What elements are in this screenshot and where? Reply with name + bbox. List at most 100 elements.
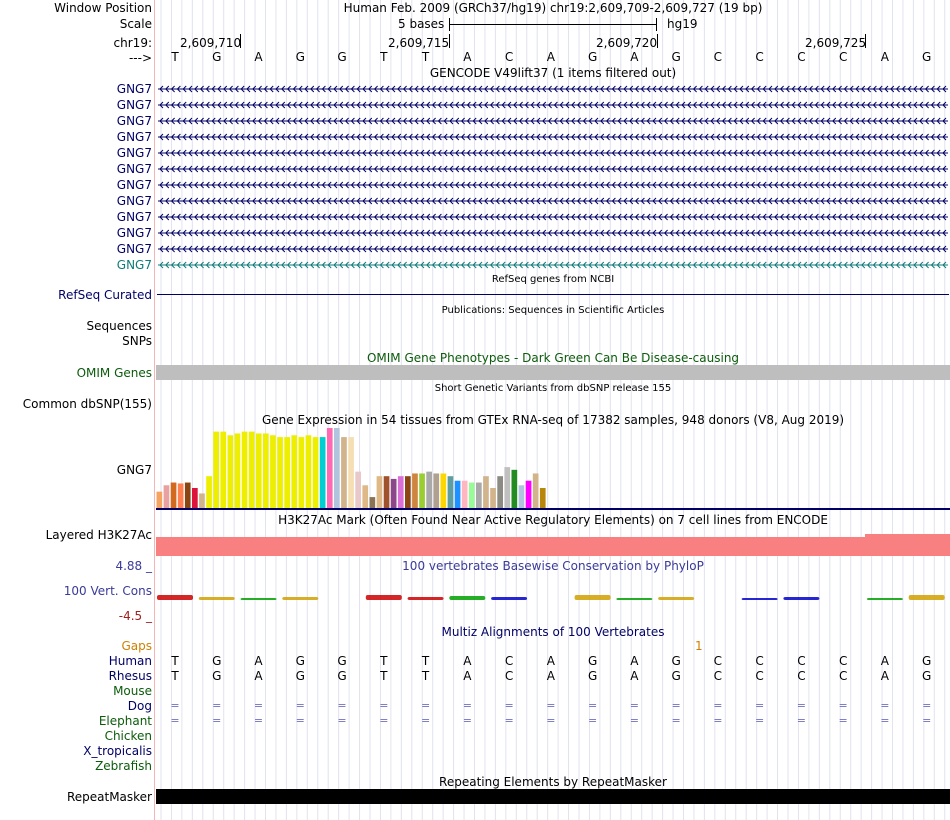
repeatmasker-label[interactable]: RepeatMasker [66,790,152,804]
repeatmasker-element[interactable] [156,789,950,804]
omim-gene-bar[interactable] [156,365,950,380]
strand-arrow [808,101,813,109]
strand-arrow [594,229,599,237]
strand-arrow [524,117,529,125]
publications-sequences-label[interactable]: Sequences [86,319,152,333]
strand-arrow [901,229,906,237]
phylop-logo[interactable] [156,580,950,620]
strand-arrow [623,85,628,93]
gtex-gene-label[interactable]: GNG7 [116,463,152,477]
phylop-label[interactable]: 100 Vert. Cons [63,584,152,598]
gencode-gene-label[interactable]: GNG7 [116,162,152,176]
alignment-match: = [295,699,305,712]
publications-snps-label[interactable]: SNPs [122,334,152,348]
multiz-species-label[interactable]: Chicken [104,729,152,743]
strand-arrow [600,133,605,141]
strand-arrow [895,181,900,189]
multiz-species-label[interactable]: Elephant [98,714,152,728]
multiz-species-label[interactable]: Zebrafish [95,759,152,773]
omim-label[interactable]: OMIM Genes [76,366,152,380]
gencode-transcript[interactable] [158,260,948,270]
strand-arrow [913,149,918,157]
multiz-species-label[interactable]: Dog [127,699,152,713]
refseq-gene-line[interactable] [157,294,949,295]
strand-arrow [745,149,750,157]
strand-arrow [762,133,767,141]
refseq-label[interactable]: RefSeq Curated [58,288,152,302]
gencode-transcript[interactable] [158,164,948,174]
gencode-transcript[interactable] [158,180,948,190]
multiz-species-label[interactable]: Mouse [113,684,152,698]
strand-arrow [878,261,883,269]
strand-arrow [478,181,483,189]
alignment-match: = [796,714,806,727]
gencode-transcript[interactable] [158,196,948,206]
gencode-transcript[interactable] [158,116,948,126]
gencode-transcript[interactable] [158,244,948,254]
strand-arrow [919,149,924,157]
gencode-transcript[interactable] [158,84,948,94]
multiz-species-label[interactable]: X_tropicalis [83,744,152,758]
multiz-gaps-label[interactable]: Gaps [121,639,152,653]
strand-arrow [768,133,773,141]
gencode-transcript[interactable] [158,100,948,110]
strand-arrow [803,101,808,109]
gencode-gene-label[interactable]: GNG7 [116,130,152,144]
dbsnp-label[interactable]: Common dbSNP(155) [22,397,152,411]
strand-arrow [495,245,500,253]
alignment-match: = [587,714,598,727]
gtex-bar-chart[interactable] [156,428,950,510]
strand-arrow [547,101,552,109]
strand-arrow [582,117,587,125]
strand-arrow [252,261,257,269]
strand-arrow [292,165,297,173]
h3k27ac-signal-peak[interactable] [865,534,950,537]
strand-arrow [536,197,541,205]
strand-arrow [252,133,257,141]
gencode-gene-label[interactable]: GNG7 [116,226,152,240]
strand-arrow [333,101,338,109]
strand-arrow [779,181,784,189]
strand-arrow [344,261,349,269]
strand-arrow [484,117,489,125]
alignment-base: G [922,654,932,668]
strand-arrow [704,245,709,253]
strand-arrow [623,117,628,125]
strand-arrow [489,101,494,109]
h3k27ac-signal[interactable] [156,537,950,556]
h3k27ac-label[interactable]: Layered H3K27Ac [45,528,152,542]
gtex-tissue-bar [539,488,546,508]
gencode-transcript[interactable] [158,148,948,158]
strand-arrow [530,261,535,269]
strand-arrow [803,149,808,157]
strand-arrow [901,181,906,189]
gencode-gene-label[interactable]: GNG7 [116,258,152,272]
gencode-transcript[interactable] [158,212,948,222]
gencode-transcript[interactable] [158,132,948,142]
strand-arrow [385,229,390,237]
strand-arrow [310,85,315,93]
strand-arrow [623,229,628,237]
gencode-gene-label[interactable]: GNG7 [116,242,152,256]
strand-arrow [814,133,819,141]
multiz-species-label[interactable]: Human [108,654,152,668]
strand-arrow [594,181,599,189]
gencode-gene-label[interactable]: GNG7 [116,98,152,112]
multiz-species-label[interactable]: Rhesus [108,669,152,683]
strand-arrow [275,101,280,109]
phylop-base-mark [616,598,653,600]
gencode-gene-label[interactable]: GNG7 [116,210,152,224]
phylop-base-mark [198,597,235,600]
gencode-transcript[interactable] [158,228,948,238]
strand-arrow [629,181,634,189]
strand-arrow [721,149,726,157]
gencode-gene-label[interactable]: GNG7 [116,194,152,208]
gencode-gene-label[interactable]: GNG7 [116,114,152,128]
gencode-gene-label[interactable]: GNG7 [116,82,152,96]
strand-arrow [942,181,947,189]
gencode-gene-label[interactable]: GNG7 [116,178,152,192]
strand-arrow [814,213,819,221]
gencode-gene-label[interactable]: GNG7 [116,146,152,160]
strand-arrow [756,117,761,125]
strand-arrow [211,181,216,189]
